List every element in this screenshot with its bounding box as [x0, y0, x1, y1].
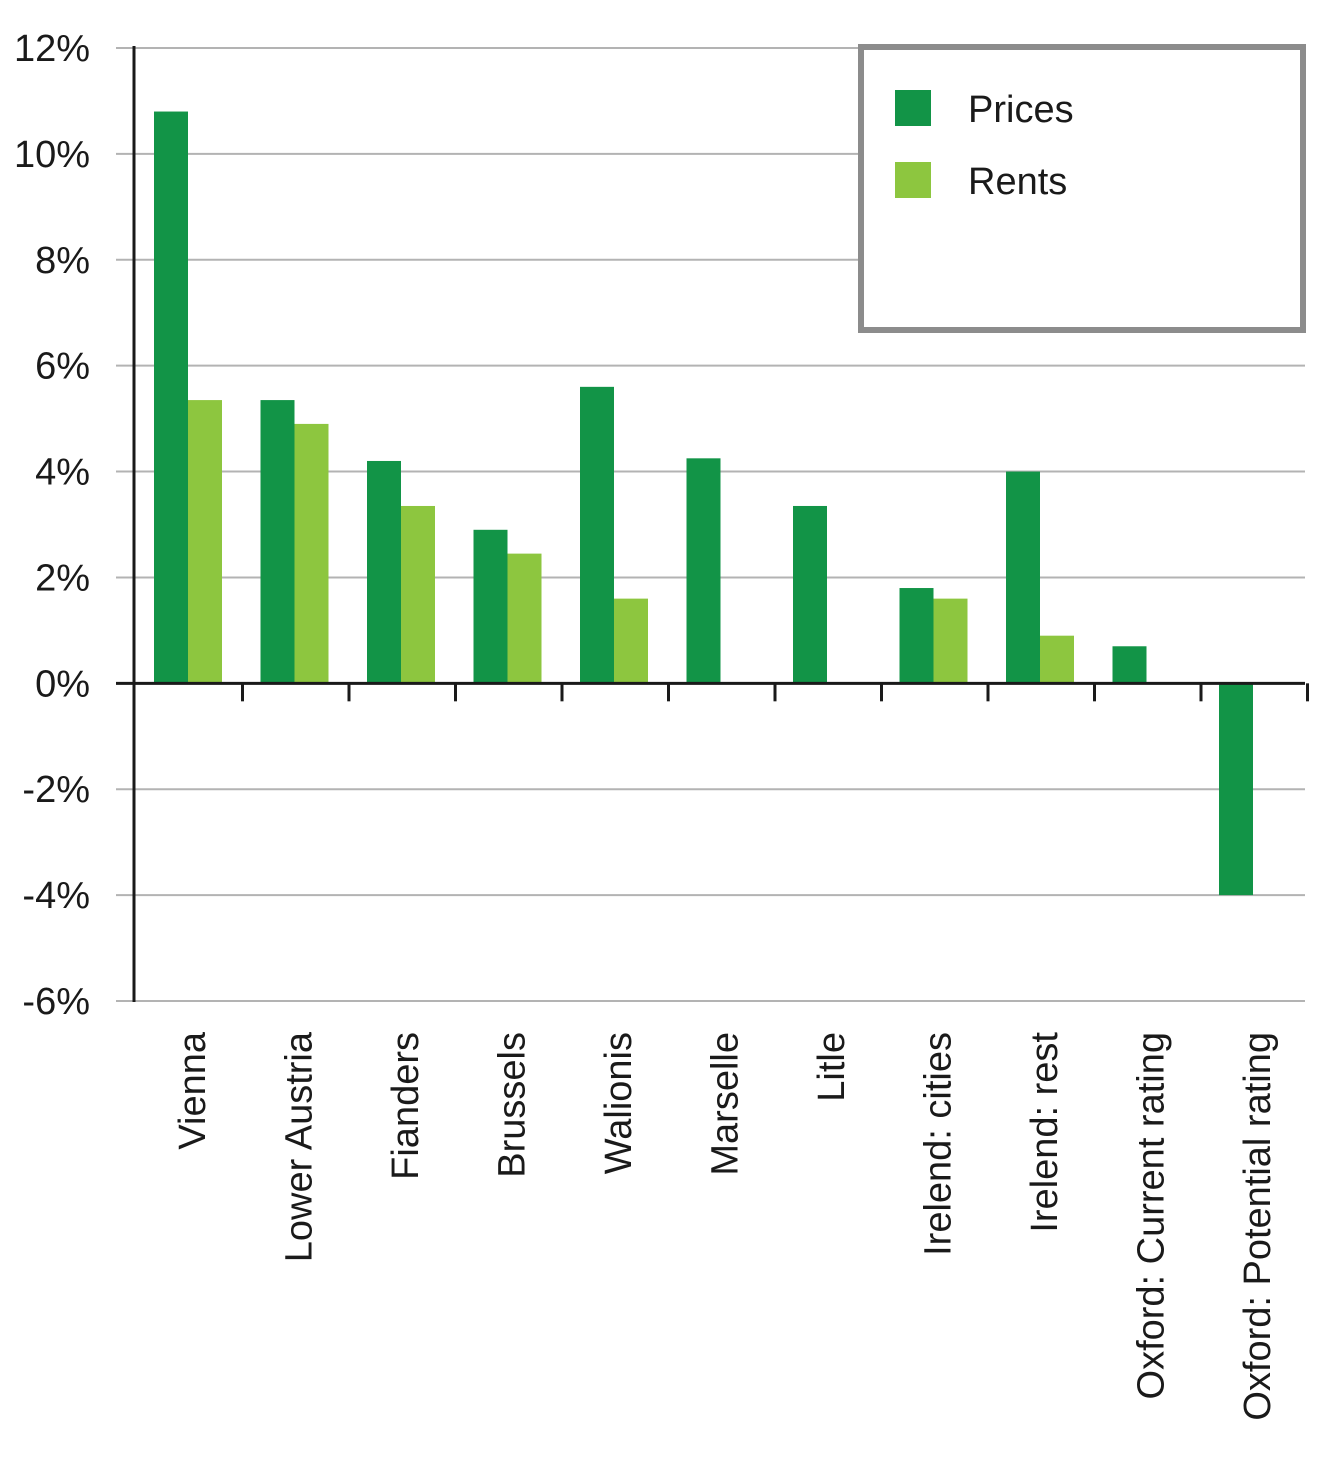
y-tick-label: -4% [22, 875, 90, 917]
bar-prices-9 [1112, 646, 1147, 684]
bar-rents-7 [933, 598, 968, 684]
bar-rents-2 [401, 505, 435, 684]
bar-prices-3 [473, 529, 508, 684]
axes [116, 46, 1309, 1002]
bar-rents-4 [614, 598, 648, 684]
y-tick-label: 12% [14, 28, 90, 70]
x-category-label: Irelend: cities [918, 1032, 960, 1256]
x-category-label: Walionis [598, 1032, 640, 1174]
x-category-label: Oxford: Potential rating [1237, 1032, 1279, 1421]
x-category-label: Oxford: Current rating [1131, 1032, 1173, 1399]
legend-swatch-prices [895, 90, 931, 126]
bar-prices-5 [686, 458, 721, 684]
x-category-label: Litle [811, 1032, 853, 1102]
legend-label-rents: Rents [968, 161, 1067, 203]
bar-prices-6 [793, 505, 827, 684]
bar-prices-10 [1219, 683, 1253, 896]
x-category-label: Brussels [492, 1032, 534, 1178]
bar-prices-7 [899, 588, 934, 684]
y-tick-label: 10% [14, 134, 90, 176]
y-tick-label: 8% [35, 240, 90, 282]
bar-prices-4 [580, 386, 614, 684]
y-tick-label: -2% [22, 769, 90, 811]
x-category-label: Fianders [385, 1032, 427, 1180]
x-category-label: Irelend: rest [1024, 1032, 1066, 1233]
x-category-label: Lower Austria [279, 1031, 321, 1262]
y-tick-label: 2% [35, 557, 90, 599]
bar-rents-0 [188, 400, 222, 684]
legend-label-prices: Prices [968, 89, 1074, 131]
bar-rents-8 [1040, 635, 1074, 684]
legend-swatch-rents [895, 162, 931, 198]
y-tick-label: 6% [35, 346, 90, 388]
bar-prices-1 [260, 400, 295, 684]
bar-prices-0 [154, 111, 188, 684]
axis-labels: 12% 10% 8% 6% 4% 2% 0% -2% -4% -6% Vienna Lower Aus… [14, 28, 1279, 1421]
y-tick-label: 4% [35, 452, 90, 494]
x-category-label: Marselle [705, 1032, 747, 1176]
y-tick-label: -6% [22, 981, 90, 1023]
bar-rents-3 [507, 553, 542, 684]
bar-rents-1 [294, 423, 329, 684]
bar-prices-8 [1006, 471, 1040, 684]
bar-prices-2 [367, 460, 401, 684]
bars [154, 111, 1253, 896]
y-tick-label: 0% [35, 663, 90, 705]
x-category-label: Vienna [172, 1031, 214, 1150]
legend: Prices Rents [858, 44, 1306, 333]
legend-box [858, 44, 1306, 333]
